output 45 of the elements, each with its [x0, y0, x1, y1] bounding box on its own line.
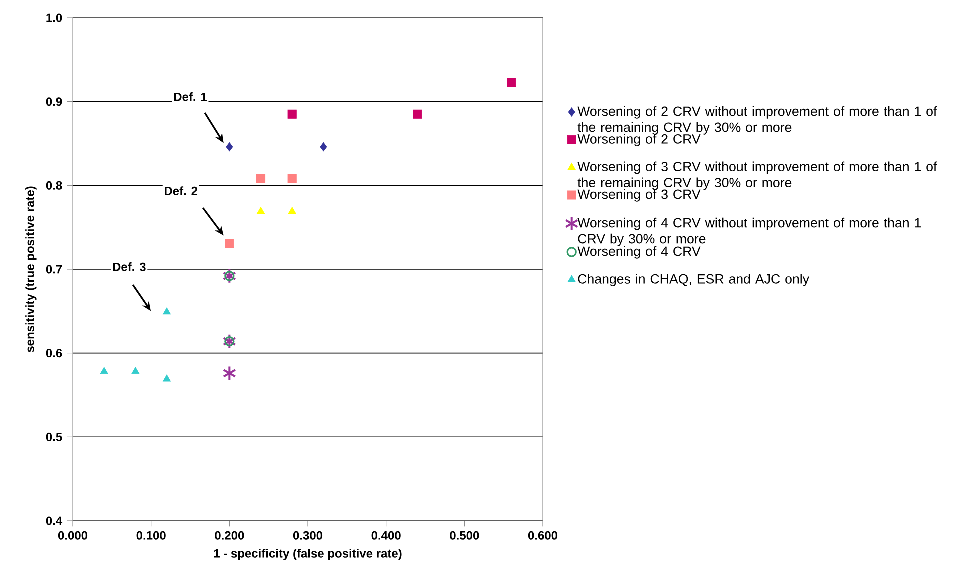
y-tick-label: 0.4	[46, 516, 63, 526]
point	[288, 174, 297, 184]
point	[320, 142, 328, 152]
point	[413, 110, 422, 119]
x-tick-label: 0.300	[293, 531, 323, 540]
point	[224, 336, 235, 347]
legend-label: Worsening of 2 CRV without improvement of more than 1 of the remaining CRV by 30% or more	[578, 106, 938, 135]
point	[222, 366, 236, 382]
point	[222, 334, 236, 350]
point	[163, 308, 171, 315]
y-tick-label: 0.6	[46, 349, 62, 358]
point	[224, 271, 235, 282]
y-tick-label: 0.7	[46, 265, 62, 274]
point	[163, 374, 171, 382]
x-tick-label: 0.200	[215, 531, 244, 540]
y-tick-label: 0.8	[46, 181, 62, 190]
point	[257, 207, 265, 214]
legend-label: Worsening of 2 CRV	[578, 134, 701, 147]
point	[222, 268, 236, 284]
point	[226, 142, 234, 152]
y-tick-label: 0.9	[46, 98, 62, 106]
x-tick-label: 0.100	[136, 531, 166, 540]
point	[288, 207, 296, 214]
annotation: Def. 2	[165, 186, 198, 196]
x-tick-label: 0.600	[528, 531, 558, 540]
annotation: Def. 3	[113, 262, 146, 272]
y-axis-title: sensitivity (true positive rate)	[26, 186, 37, 352]
x-tick-label: 0.500	[450, 531, 480, 540]
legend-label: Worsening of 3 CRV	[578, 189, 701, 202]
x-axis-title: 1 - specificity (false positive rate)	[214, 549, 402, 560]
point	[225, 238, 234, 248]
point	[132, 367, 140, 374]
y-tick-label: 1.0	[46, 14, 62, 22]
point	[288, 110, 297, 119]
point	[256, 174, 266, 184]
point	[100, 367, 108, 374]
annotation: Def. 1	[174, 92, 208, 102]
x-tick-label: 0.000	[58, 531, 88, 540]
legend-label: Changes in CHAQ, ESR and AJC only	[578, 274, 810, 286]
legend-label: Worsening of 3 CRV without improvement of more than 1 of the remaining CRV by 30% or more	[578, 162, 938, 190]
x-tick-label: 0.400	[372, 531, 401, 540]
legend-label: Worsening of 4 CRV	[578, 246, 701, 259]
y-tick-label: 0.5	[46, 432, 62, 442]
point	[507, 78, 516, 88]
legend-label: Worsening of 4 CRV without improvement of more than 1 CRV by 30% or more	[578, 218, 922, 246]
